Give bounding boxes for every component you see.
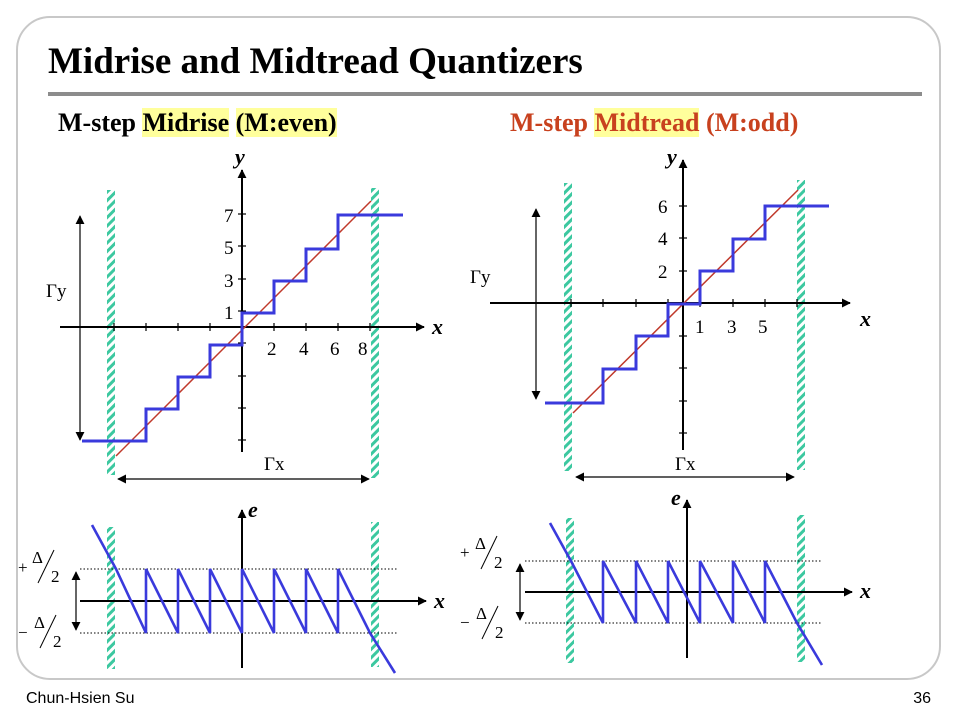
midtread-heading: M-step Midtread (M:odd) (510, 108, 798, 138)
midtread-e-label: e (671, 485, 681, 510)
midrise-error-graph: e x + Δ 2 − Δ 2 (18, 497, 445, 674)
midtread-x-tick-label: 1 (695, 317, 705, 338)
midrise-x-tick-label: 8 (358, 339, 368, 360)
midrise-heading-highlight: Midrise (142, 108, 230, 137)
midrise-minus-sign: − (18, 623, 28, 642)
midtread-minus-two: 2 (495, 623, 504, 642)
midtread-minus-delta: Δ (476, 604, 487, 623)
midtread-minus-sign: − (460, 613, 470, 632)
midrise-y-tick-label: 3 (224, 271, 234, 292)
midrise-x-tick-label: 6 (330, 339, 340, 360)
fraction-slash (39, 614, 57, 649)
midrise-plus-delta: Δ (32, 548, 43, 567)
midrise-error-band-right (371, 522, 379, 667)
midtread-x-tick-label: 5 (758, 317, 768, 338)
fraction-slash (480, 535, 498, 570)
midtread-plus-two: 2 (494, 553, 503, 572)
midtread-error-graph: e x + Δ 2 − Δ 2 (460, 485, 871, 666)
midrise-x-tick-label: 4 (299, 339, 309, 360)
midtread-y-label: y (664, 144, 677, 169)
midrise-e-label: e (248, 497, 258, 522)
midrise-transfer-graph: y x 7 5 3 1 2 4 6 8 Γy Γx (46, 144, 443, 484)
midrise-overload-band-right (371, 188, 379, 478)
midrise-heading-suffix: (M:even) (235, 108, 337, 137)
midtread-heading-prefix: M-step (510, 108, 595, 137)
midrise-heading: M-step Midrise (M:even) (58, 108, 337, 138)
title-rule (48, 92, 922, 96)
midrise-gamma-y-label: Γy (46, 281, 67, 302)
midrise-plus-two: 2 (51, 567, 60, 586)
midtread-error-band-left (566, 518, 574, 663)
midtread-transfer-graph: y x 6 4 2 1 3 5 Γy Γx (470, 144, 871, 482)
midtread-x-label: x (859, 306, 871, 331)
midrise-x-tick-label: 2 (267, 339, 277, 360)
midrise-gamma-x-label: Γx (264, 454, 285, 475)
midtread-y-tick-label: 4 (658, 229, 668, 250)
midrise-error-x-label: x (433, 588, 445, 613)
midtread-error-sawtooth (548, 522, 824, 666)
footer-author: Chun-Hsien Su (26, 690, 135, 707)
midrise-y-tick-label: 7 (224, 206, 234, 227)
midtread-y-ticks (679, 205, 687, 434)
midtread-error-x-label: x (859, 578, 871, 603)
midrise-error-band-left (107, 527, 115, 669)
midtread-heading-highlight: Midtread (594, 108, 700, 137)
midrise-overload-band-left (107, 190, 115, 475)
fraction-slash (481, 605, 499, 640)
slide-frame (16, 16, 941, 680)
midrise-heading-prefix: M-step (58, 108, 143, 137)
midtread-gamma-x-label: Γx (675, 454, 696, 475)
midtread-staircase (545, 204, 829, 405)
midtread-plus-delta: Δ (475, 534, 486, 553)
fraction-slash (37, 549, 55, 584)
midrise-plus-sign: + (18, 558, 28, 577)
midtread-overload-band-right (797, 180, 805, 470)
midrise-x-ticks (113, 323, 371, 331)
midtread-error-band-right (797, 515, 805, 662)
midtread-heading-suffix: (M:odd) (699, 108, 799, 137)
midrise-y-tick-label: 1 (224, 303, 234, 324)
midtread-gamma-y-label: Γy (470, 267, 491, 288)
midrise-error-sawtooth (90, 524, 397, 674)
midrise-minus-delta: Δ (34, 613, 45, 632)
midrise-y-ticks (238, 213, 246, 441)
midtread-y-tick-label: 2 (658, 262, 668, 283)
midrise-y-tick-label: 5 (224, 238, 234, 259)
midtread-y-tick-label: 6 (658, 197, 668, 218)
midrise-y-label: y (232, 144, 245, 169)
midtread-overload-band-left (564, 183, 572, 471)
footer-page-number: 36 (913, 690, 931, 707)
midtread-x-tick-label: 3 (727, 317, 737, 338)
midtread-ideal-line (572, 189, 799, 414)
midtread-plus-sign: + (460, 543, 470, 562)
midrise-x-label: x (431, 314, 443, 339)
midrise-staircase (82, 213, 403, 443)
midrise-minus-two: 2 (53, 632, 62, 651)
slide-title: Midrise and Midtread Quantizers (48, 41, 583, 82)
